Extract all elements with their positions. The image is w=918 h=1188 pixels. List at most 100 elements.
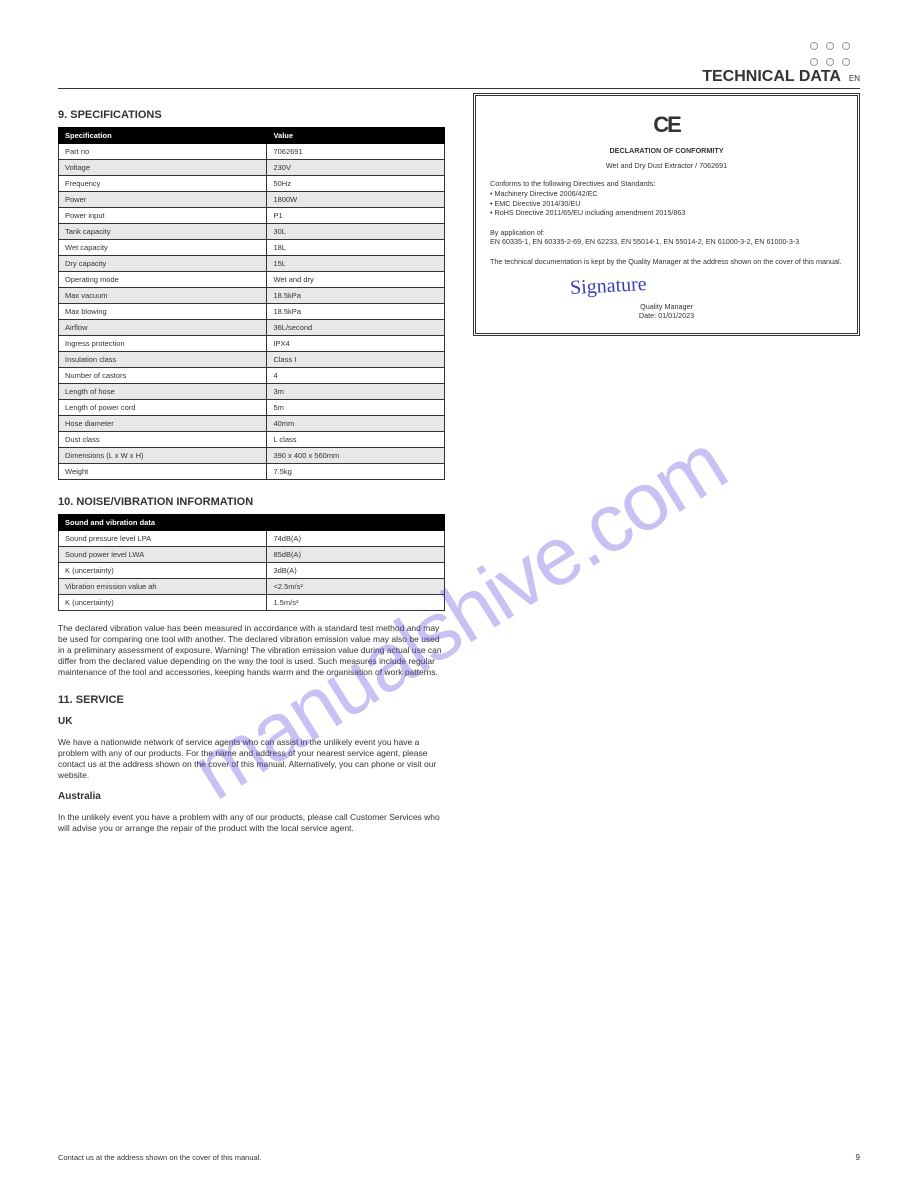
table-row: Number of castors4 [59, 368, 445, 384]
table-cell: 74dB(A) [267, 531, 445, 547]
table-header: Sound and vibration data [59, 515, 267, 531]
table-header: Value [267, 128, 445, 144]
table-cell: 390 x 400 x 560mm [267, 448, 445, 464]
table-row: Max vacuum18.5kPa [59, 288, 445, 304]
table-cell: 1.5m/s² [267, 595, 445, 611]
table-cell: Max blowing [59, 304, 267, 320]
service-sub-uk: UK [58, 716, 445, 727]
decorative-dot-grid [810, 42, 854, 70]
table-cell: Length of power cord [59, 400, 267, 416]
table-cell: Dust class [59, 432, 267, 448]
table-row: K (uncertainty)1.5m/s² [59, 595, 445, 611]
table-header [267, 515, 445, 531]
table-row: Max blowing18.5kPa [59, 304, 445, 320]
service-text-aus: In the unlikely event you have a problem… [58, 812, 445, 834]
table-row: Part no7062691 [59, 144, 445, 160]
table-cell: 18.5kPa [267, 304, 445, 320]
table-row: K (uncertainty)3dB(A) [59, 563, 445, 579]
table-cell: Ingress protection [59, 336, 267, 352]
table-cell: 85dB(A) [267, 547, 445, 563]
table-cell: 3dB(A) [267, 563, 445, 579]
table-cell: Dry capacity [59, 256, 267, 272]
table-cell: 18.5kPa [267, 288, 445, 304]
table-row: Airflow36L/second [59, 320, 445, 336]
table-cell: Number of castors [59, 368, 267, 384]
dot-icon [810, 42, 818, 50]
table-cell: IPX4 [267, 336, 445, 352]
page-language: EN [849, 74, 860, 83]
ce-mark-icon: CE [490, 110, 843, 140]
signature-icon: Signature [569, 271, 647, 302]
table-row: Dimensions (L x W x H)390 x 400 x 560mm [59, 448, 445, 464]
table-row: Length of power cord5m [59, 400, 445, 416]
table-cell: Sound power level LWA [59, 547, 267, 563]
table-row: Power inputP1 [59, 208, 445, 224]
table-row: Wet capacity18L [59, 240, 445, 256]
footer-text: Contact us at the address shown on the c… [58, 1153, 261, 1162]
ce-model: Wet and Dry Dust Extractor / 7062691 [490, 161, 843, 171]
ce-sig-label: Quality Manager [490, 302, 843, 312]
ce-body: Conforms to the following Directives and… [490, 179, 843, 266]
section-title-specifications: 9. SPECIFICATIONS [58, 109, 445, 121]
dot-icon [826, 58, 834, 66]
table-cell: Airflow [59, 320, 267, 336]
specifications-table: Specification Value Part no7062691Voltag… [58, 127, 445, 480]
table-cell: Weight [59, 464, 267, 480]
section-title-noise: 10. NOISE/VIBRATION INFORMATION [58, 496, 445, 508]
ce-title: DECLARATION OF CONFORMITY [490, 146, 843, 156]
table-cell: Dimensions (L x W x H) [59, 448, 267, 464]
table-row: Vibration emission value ah<2.5m/s² [59, 579, 445, 595]
table-row: Operating modeWet and dry [59, 272, 445, 288]
table-cell: Hose diameter [59, 416, 267, 432]
table-row: Voltage230V [59, 160, 445, 176]
table-cell: Length of hose [59, 384, 267, 400]
table-cell: 7.5kg [267, 464, 445, 480]
table-cell: 7062691 [267, 144, 445, 160]
table-row: Length of hose3m [59, 384, 445, 400]
table-cell: 30L [267, 224, 445, 240]
table-cell: 3m [267, 384, 445, 400]
table-cell: 1800W [267, 192, 445, 208]
table-cell: 15L [267, 256, 445, 272]
table-row: Hose diameter40mm [59, 416, 445, 432]
table-cell: Part no [59, 144, 267, 160]
table-cell: K (uncertainty) [59, 595, 267, 611]
table-cell: Sound pressure level LPA [59, 531, 267, 547]
table-cell: Class I [267, 352, 445, 368]
table-cell: K (uncertainty) [59, 563, 267, 579]
table-cell: P1 [267, 208, 445, 224]
table-cell: <2.5m/s² [267, 579, 445, 595]
service-sub-aus: Australia [58, 791, 445, 802]
table-cell: Max vacuum [59, 288, 267, 304]
noise-vibration-table: Sound and vibration data Sound pressure … [58, 514, 445, 611]
table-cell: Frequency [59, 176, 267, 192]
dot-icon [826, 42, 834, 50]
table-row: Weight7.5kg [59, 464, 445, 480]
dot-icon [810, 58, 818, 66]
table-row: Dry capacity15L [59, 256, 445, 272]
table-cell: 50Hz [267, 176, 445, 192]
table-row: Insulation classClass I [59, 352, 445, 368]
content-columns: 9. SPECIFICATIONS Specification Value Pa… [58, 93, 860, 1093]
table-row: Sound power level LWA85dB(A) [59, 547, 445, 563]
page-footer: Contact us at the address shown on the c… [58, 1153, 860, 1162]
table-cell: Voltage [59, 160, 267, 176]
table-cell: 230V [267, 160, 445, 176]
table-cell: 4 [267, 368, 445, 384]
table-cell: 36L/second [267, 320, 445, 336]
page-number: 9 [856, 1153, 860, 1162]
table-row: Frequency50Hz [59, 176, 445, 192]
table-cell: Wet and dry [267, 272, 445, 288]
table-row: Power1800W [59, 192, 445, 208]
dot-icon [842, 42, 850, 50]
noise-paragraph: The declared vibration value has been me… [58, 623, 445, 678]
dot-icon [842, 58, 850, 66]
service-text-uk: We have a nationwide network of service … [58, 737, 445, 781]
ce-declaration-box: CE DECLARATION OF CONFORMITY Wet and Dry… [473, 93, 860, 336]
table-cell: 40mm [267, 416, 445, 432]
table-cell: Power input [59, 208, 267, 224]
table-row: Sound pressure level LPA74dB(A) [59, 531, 445, 547]
table-cell: L class [267, 432, 445, 448]
table-cell: 5m [267, 400, 445, 416]
table-cell: Vibration emission value ah [59, 579, 267, 595]
